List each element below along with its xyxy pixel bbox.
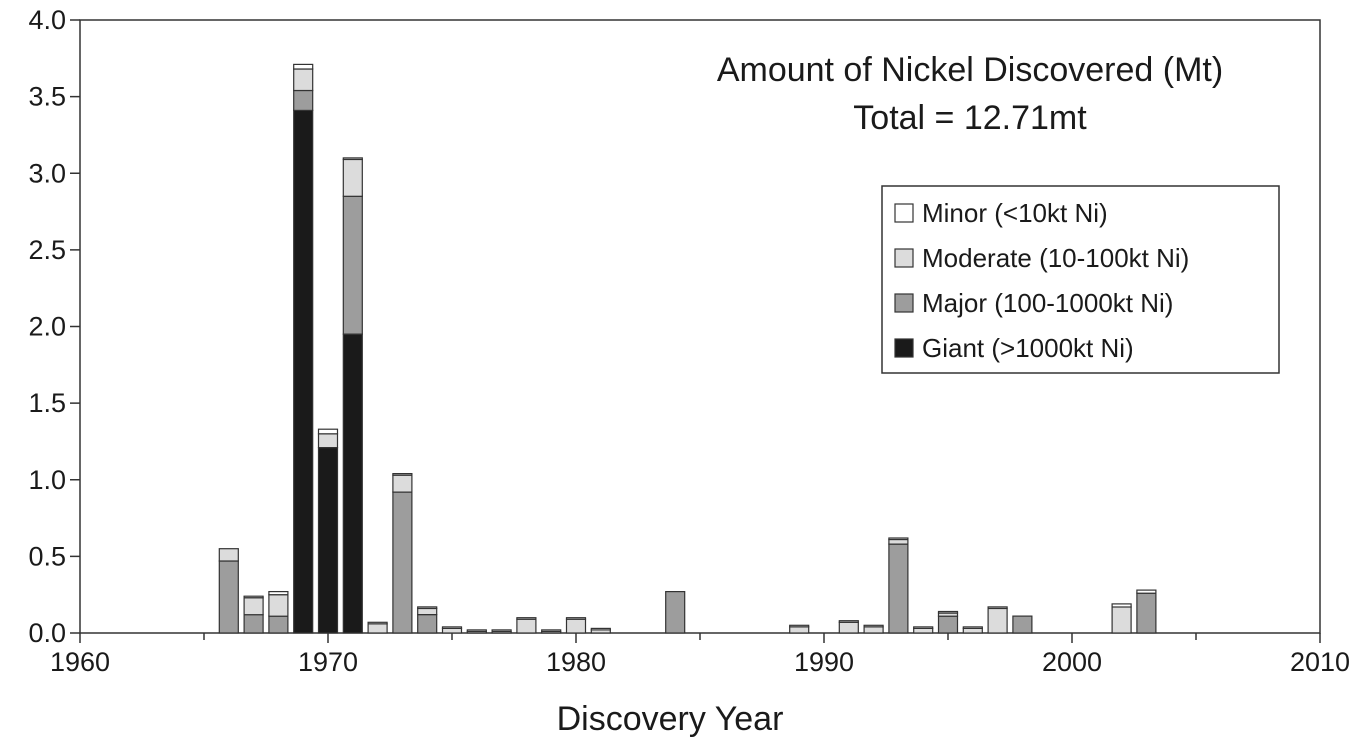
y-tick-label: 3.5 xyxy=(28,82,66,112)
bar-segment-1994-s2 xyxy=(913,627,934,634)
x-axis-title: Discovery Year xyxy=(557,700,784,738)
bar-segment-1992-s2 xyxy=(863,626,884,634)
bar-segment-1989-s3 xyxy=(789,624,810,628)
bar-segment-1984-s1 xyxy=(665,590,686,634)
bar-segment-1971-s1 xyxy=(342,195,363,335)
y-tick-label: 4.0 xyxy=(28,5,66,35)
bar-segment-1991-s3 xyxy=(838,620,859,623)
bar-segment-1973-s1 xyxy=(392,491,413,634)
legend-label-0: Minor (<10kt Ni) xyxy=(922,198,1108,228)
bar-segment-1967-s3 xyxy=(243,595,264,599)
bar-segment-1997-s3 xyxy=(987,606,1008,610)
x-tick-label: 1960 xyxy=(50,647,110,677)
bar-segment-2002-s3 xyxy=(1111,603,1132,608)
bar-segment-1975-s3 xyxy=(441,626,463,630)
bar-segment-1969-s2 xyxy=(293,68,314,92)
bar-segment-1974-s2 xyxy=(417,607,438,616)
bar-segment-1972-s2 xyxy=(367,623,388,634)
bar-segment-1971-s0 xyxy=(342,333,363,634)
bar-segment-1974-s3 xyxy=(417,606,438,610)
bar-segment-1978-s2 xyxy=(516,618,537,634)
bar-segment-1996-s3 xyxy=(962,626,983,630)
bar-segment-1969-s1 xyxy=(293,89,314,111)
bar-segment-1980-s2 xyxy=(565,618,587,634)
bar-segment-1969-s0 xyxy=(293,109,314,634)
legend-swatch-0 xyxy=(894,203,914,223)
legend-label-1: Moderate (10-100kt Ni) xyxy=(922,243,1189,273)
legend-swatch-3 xyxy=(894,338,914,358)
bar-segment-1979-s3 xyxy=(541,629,562,633)
bar-segment-1970-s0 xyxy=(317,447,339,634)
bar-segment-1974-s1 xyxy=(417,613,438,634)
y-tick-label: 0.0 xyxy=(28,618,66,648)
legend-swatch-1 xyxy=(894,248,914,268)
bar-segment-1967-s1 xyxy=(243,613,264,634)
bar-segment-1976-s3 xyxy=(466,629,487,633)
bar-segment-1991-s2 xyxy=(838,621,859,634)
bar-segment-1989-s2 xyxy=(789,626,810,634)
legend-box xyxy=(881,185,1280,374)
legend-label-3: Giant (>1000kt Ni) xyxy=(922,333,1134,363)
bar-segment-1969-s3 xyxy=(293,63,314,70)
legend-label-2: Major (100-1000kt Ni) xyxy=(922,288,1173,318)
bar-segment-1972-s3 xyxy=(367,621,388,625)
bar-segment-1996-s2 xyxy=(962,627,983,634)
bar-segment-1968-s3 xyxy=(268,590,289,596)
bar-segment-1970-s2 xyxy=(317,433,339,449)
y-tick-label: 2.5 xyxy=(28,235,66,265)
x-tick-label: 2000 xyxy=(1042,647,1102,677)
y-tick-label: 0.5 xyxy=(28,541,66,571)
bar-segment-1992-s3 xyxy=(863,624,884,628)
chart-title: Amount of Nickel Discovered (Mt) xyxy=(717,51,1223,89)
bar-segment-1971-s2 xyxy=(342,158,363,197)
bar-segment-1966-s1 xyxy=(218,560,239,634)
legend-swatch-2 xyxy=(894,293,914,313)
bar-segment-1997-s2 xyxy=(987,607,1008,634)
bar-segment-1978-s3 xyxy=(516,617,537,620)
bar-segment-1981-s3 xyxy=(590,627,611,631)
bar-segment-1993-s2 xyxy=(888,538,909,545)
bar-segment-1973-s2 xyxy=(392,474,413,493)
x-tick-label: 1970 xyxy=(298,647,358,677)
x-tick-label: 1980 xyxy=(546,647,606,677)
bar-segment-1995-s3 xyxy=(937,610,959,614)
y-tick-label: 1.5 xyxy=(28,388,66,418)
bar-segment-1977-s3 xyxy=(491,629,512,633)
x-tick-label: 1990 xyxy=(794,647,854,677)
bar-segment-1975-s2 xyxy=(441,627,463,634)
bar-segment-1995-s1 xyxy=(937,615,959,634)
bar-segment-1994-s3 xyxy=(913,626,934,630)
bar-segment-1973-s3 xyxy=(392,473,413,476)
bar-segment-1970-s3 xyxy=(317,428,339,435)
x-tick-label: 2010 xyxy=(1290,647,1350,677)
bar-segment-1980-s3 xyxy=(565,617,587,620)
bar-segment-2003-s1 xyxy=(1136,592,1157,634)
bar-segment-1993-s1 xyxy=(888,543,909,634)
y-tick-label: 1.0 xyxy=(28,465,66,495)
y-tick-label: 2.0 xyxy=(28,312,66,342)
bar-segment-1968-s1 xyxy=(268,615,289,634)
bar-segment-2003-s3 xyxy=(1136,589,1157,594)
bar-segment-1968-s2 xyxy=(268,594,289,617)
bar-segment-1966-s2 xyxy=(218,548,239,562)
y-tick-label: 3.0 xyxy=(28,158,66,188)
bar-segment-1967-s2 xyxy=(243,597,264,616)
bar-segment-1993-s3 xyxy=(888,537,909,541)
bar-segment-1971-s3 xyxy=(342,157,363,160)
bar-segment-2002-s2 xyxy=(1111,606,1132,634)
bar-segment-1998-s1 xyxy=(1012,615,1033,634)
chart-subtitle: Total = 12.71mt xyxy=(853,99,1087,137)
